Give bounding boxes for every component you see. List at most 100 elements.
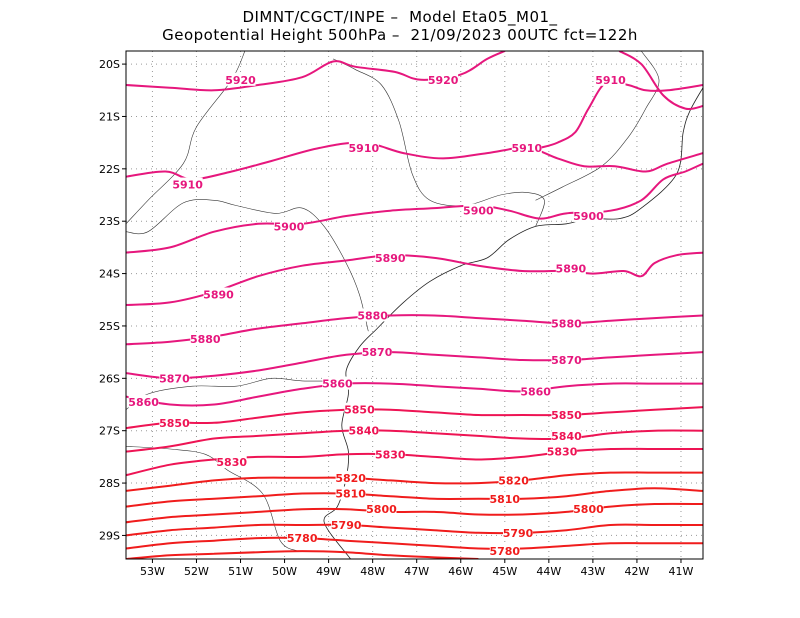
state-border	[126, 377, 342, 410]
contour-label-bg	[128, 394, 159, 408]
contour-label-bg	[362, 345, 393, 359]
contour-label: 5810	[489, 493, 520, 506]
contour-label-bg	[348, 423, 379, 437]
contour-label: 5890	[203, 289, 234, 302]
contour-label-bg	[551, 428, 582, 442]
contour-label-bg	[573, 208, 604, 222]
contour-label: 5890	[375, 252, 406, 265]
contour-label-bg	[551, 352, 582, 366]
x-tick-label: 53W	[140, 565, 165, 578]
graticule	[126, 51, 703, 559]
y-tick-label: 24S	[99, 268, 120, 281]
contour-label-bg	[273, 219, 304, 233]
contour-label-bg	[511, 140, 542, 154]
contour-label: 5860	[128, 396, 159, 409]
contour-label: 5870	[362, 346, 393, 359]
contour-label-bg	[375, 250, 406, 264]
contour-label: 5880	[357, 309, 388, 322]
contour-label-bg	[428, 72, 459, 86]
chart-title-line-1: DIMNT/CGCT/INPE – Model Eta05_M01_	[242, 8, 558, 26]
contour-5820	[126, 471, 703, 492]
contour-label-bg	[357, 308, 388, 322]
contour-label-bg	[225, 72, 256, 86]
y-tick-label: 27S	[99, 425, 120, 438]
contour-label-bg	[190, 332, 221, 346]
y-tick-label: 26S	[99, 372, 120, 385]
contour-label: 5910	[595, 74, 626, 87]
contour-label-bg	[498, 473, 529, 487]
contour-label: 5890	[556, 262, 587, 275]
state-border	[535, 51, 660, 201]
contour-label-bg	[551, 316, 582, 330]
contour-5910	[126, 141, 703, 181]
contour-label: 5900	[463, 205, 494, 218]
contour-label-bg	[573, 502, 604, 516]
contour-label-bg	[520, 384, 551, 398]
contour-label-bg	[366, 502, 397, 516]
contour-label-bg	[463, 203, 494, 217]
x-tick-label: 44W	[536, 565, 561, 578]
contour-label-bg	[489, 491, 520, 505]
y-tick-label: 22S	[99, 163, 120, 176]
x-tick-label: 41W	[669, 565, 694, 578]
contour-label: 5820	[335, 472, 366, 485]
contour-label: 5860	[520, 385, 551, 398]
x-tick-label: 50W	[272, 565, 297, 578]
contour-label-bg	[322, 376, 353, 390]
contour-label: 5920	[225, 74, 256, 87]
y-tick-label: 28S	[99, 477, 120, 490]
y-tick-label: 29S	[99, 529, 120, 542]
contour-label: 5840	[349, 425, 380, 438]
contour-5790	[126, 523, 703, 537]
contour-label: 5900	[573, 210, 604, 223]
x-tick-label: 47W	[404, 565, 429, 578]
contour-label: 5790	[503, 527, 534, 540]
contour-label-bg	[172, 177, 203, 191]
contour-label: 5810	[335, 488, 366, 501]
contour-label: 5910	[512, 142, 543, 155]
contour-label-bg	[547, 444, 578, 458]
contour-label-bg	[335, 470, 366, 484]
plot-area	[126, 51, 703, 559]
contour-label: 5880	[551, 317, 582, 330]
contour-5920	[126, 51, 506, 92]
y-tick-label: 20S	[99, 58, 120, 71]
contour-label: 5910	[172, 179, 203, 192]
y-tick-label: 25S	[99, 320, 120, 333]
contour-label-bg	[216, 455, 247, 469]
contour-label: 5780	[287, 532, 318, 545]
x-tick-label: 48W	[360, 565, 385, 578]
contour-5870	[126, 351, 703, 380]
contour-label-bg	[159, 415, 190, 429]
contour-label-bg	[203, 287, 234, 301]
contour-5780	[126, 536, 703, 550]
x-tick-label: 49W	[316, 565, 341, 578]
contour-label: 5850	[159, 417, 190, 430]
contour-5850	[126, 406, 703, 430]
contour-label: 5830	[216, 456, 247, 469]
contour-label: 5820	[498, 474, 529, 487]
state-border	[126, 446, 298, 552]
contour-label: 5830	[547, 446, 578, 459]
x-tick-label: 43W	[580, 565, 605, 578]
contour-label: 5780	[489, 545, 520, 558]
contour-label-bg	[287, 531, 318, 545]
x-tick-label: 45W	[492, 565, 517, 578]
x-tick-label: 42W	[624, 565, 649, 578]
axis-ticks: 53W 52W 51W 50W 49W 48W 47W 46W 45W 44W 43W 42W 41W 2…	[99, 58, 694, 578]
contour-label: 5920	[428, 74, 459, 87]
contour-label: 5860	[322, 378, 353, 391]
contour-5920	[618, 51, 703, 111]
y-tick-label: 23S	[99, 215, 120, 228]
contour-label-bg	[595, 72, 626, 86]
contour-label-bg	[503, 525, 534, 539]
contour-5800	[126, 502, 703, 524]
contour-label: 5850	[344, 404, 375, 417]
state-border	[126, 199, 369, 332]
contour-label-bg	[159, 371, 190, 385]
contour-5890	[126, 251, 703, 306]
contour-label-bg	[331, 517, 362, 531]
contour-label: 5840	[551, 430, 582, 443]
state-border	[332, 58, 545, 227]
